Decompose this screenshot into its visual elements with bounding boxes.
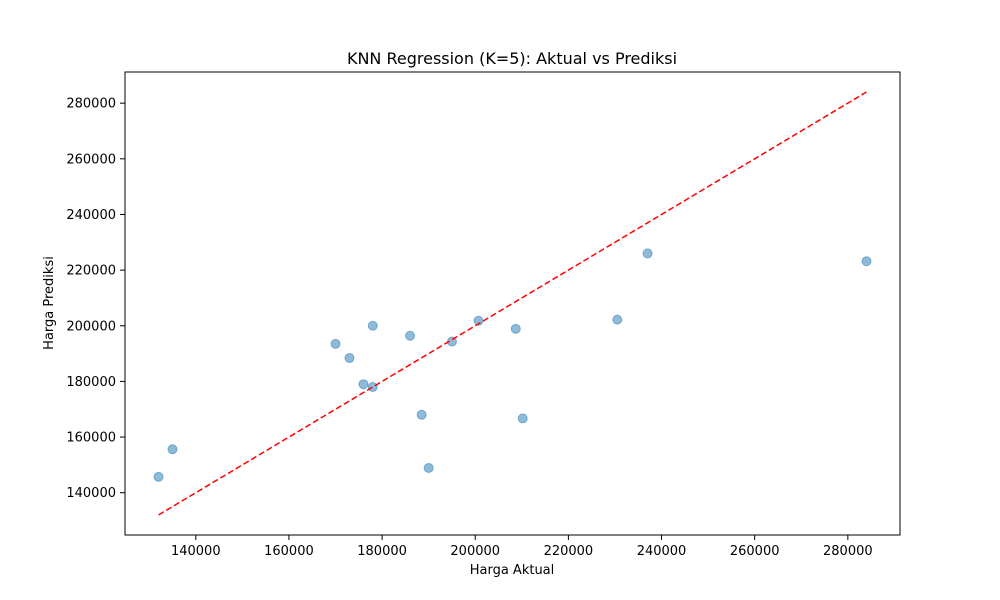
x-axis-label: Harga Aktual: [470, 563, 555, 578]
data-point: [861, 256, 872, 267]
data-point: [405, 330, 416, 341]
y-tick-label: 220000: [66, 264, 116, 279]
data-point: [153, 471, 164, 482]
y-tick-label: 180000: [66, 375, 116, 390]
y-axis-label: Harga Prediksi: [42, 256, 57, 350]
data-point: [416, 409, 427, 420]
y-tick-label: 260000: [66, 152, 116, 167]
data-point: [423, 462, 434, 473]
x-tick-label: 160000: [264, 544, 314, 559]
data-point: [344, 353, 355, 364]
x-tick-label: 200000: [450, 544, 500, 559]
data-point: [367, 320, 378, 331]
data-point: [642, 248, 653, 259]
x-tick-label: 140000: [171, 544, 221, 559]
x-tick-label: 220000: [544, 544, 594, 559]
data-point: [367, 381, 378, 392]
data-point: [358, 379, 369, 390]
data-point: [612, 314, 623, 325]
data-point: [167, 444, 178, 455]
y-tick-label: 140000: [66, 486, 116, 501]
data-point: [517, 413, 528, 424]
x-tick-label: 280000: [823, 544, 873, 559]
y-axis: 140000 160000 180000 200000 220000 240000 2600…: [66, 97, 125, 501]
y-tick-label: 240000: [66, 208, 116, 223]
data-point: [510, 323, 521, 334]
chart-title: KNN Regression (K=5): Aktual vs Prediksi: [347, 49, 677, 68]
x-axis: 140000 160000 180000 200000 220000 240000 2600…: [171, 535, 873, 559]
x-tick-label: 180000: [357, 544, 407, 559]
x-tick-label: 260000: [730, 544, 780, 559]
y-tick-label: 200000: [66, 319, 116, 334]
plot-area: 140000 160000 180000 200000 220000 240000 2600…: [66, 71, 901, 559]
data-points: [153, 248, 872, 482]
y-tick-label: 280000: [66, 97, 116, 112]
plot-frame: [124, 71, 901, 536]
y-tick-label: 160000: [66, 431, 116, 446]
data-point: [330, 338, 341, 349]
x-tick-label: 240000: [637, 544, 687, 559]
reference-line: [158, 91, 867, 516]
